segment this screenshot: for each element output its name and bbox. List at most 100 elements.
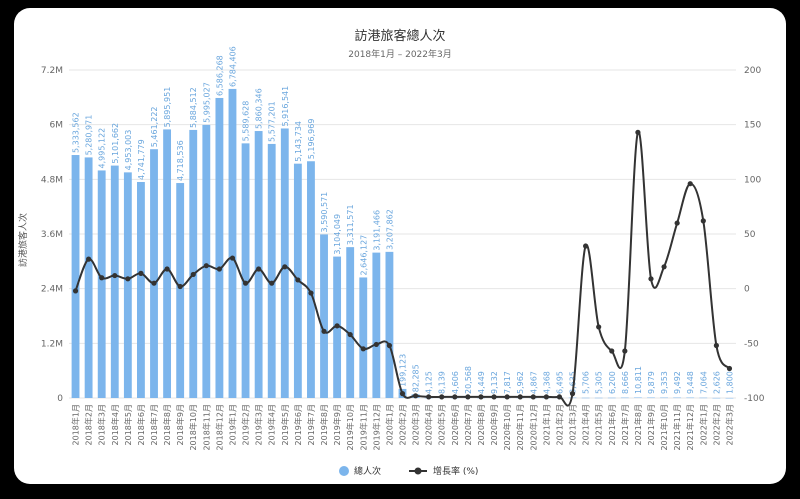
line-point[interactable] — [334, 323, 340, 329]
line-point[interactable] — [308, 290, 314, 296]
line-point[interactable] — [687, 181, 693, 187]
line-point[interactable] — [138, 270, 144, 276]
bar[interactable] — [725, 397, 734, 399]
bar[interactable] — [673, 397, 682, 399]
line-point[interactable] — [609, 348, 615, 354]
legend-bar-symbol[interactable] — [339, 466, 349, 476]
bar[interactable] — [686, 397, 695, 399]
bar[interactable] — [699, 397, 708, 399]
line-point[interactable] — [229, 255, 236, 261]
bar[interactable] — [110, 165, 119, 398]
line-point[interactable] — [216, 266, 223, 272]
line-point[interactable] — [700, 218, 706, 224]
bar[interactable] — [620, 397, 629, 399]
line-point[interactable] — [635, 129, 641, 135]
line-point[interactable] — [648, 276, 654, 282]
bar[interactable] — [241, 143, 250, 398]
bar-data-label: 4,125 — [425, 371, 434, 394]
line-point[interactable] — [504, 394, 510, 400]
line-point[interactable] — [426, 394, 432, 400]
bar[interactable] — [202, 124, 211, 398]
x-tick-label: 2021年1月 — [541, 404, 551, 445]
bar[interactable] — [215, 97, 224, 399]
line-point[interactable] — [661, 264, 667, 270]
bar[interactable] — [267, 143, 276, 398]
line-point[interactable] — [242, 280, 249, 286]
line-point[interactable] — [530, 394, 536, 400]
bar[interactable] — [254, 131, 263, 398]
legend-line-symbol[interactable] — [414, 467, 422, 475]
line-point[interactable] — [203, 263, 209, 269]
bar[interactable] — [307, 161, 315, 398]
bar-data-label: 4,718,536 — [176, 140, 185, 181]
bar[interactable] — [372, 252, 381, 398]
bar[interactable] — [359, 277, 368, 398]
line-point[interactable] — [412, 393, 419, 399]
bar[interactable] — [123, 172, 132, 398]
bar[interactable] — [647, 397, 655, 399]
bar[interactable] — [137, 181, 145, 398]
line-point[interactable] — [112, 272, 118, 279]
line-point[interactable] — [190, 271, 196, 278]
bar[interactable] — [712, 397, 721, 399]
line-point[interactable] — [151, 280, 157, 286]
growth-line — [74, 130, 731, 407]
line-point[interactable] — [582, 243, 589, 249]
line-point[interactable] — [177, 283, 183, 290]
line-point[interactable] — [373, 341, 379, 348]
line-point[interactable] — [386, 342, 393, 349]
bar[interactable] — [320, 234, 328, 398]
line-point[interactable] — [256, 266, 262, 272]
line-point[interactable] — [465, 394, 471, 400]
line-point[interactable] — [478, 394, 484, 400]
line-point[interactable] — [347, 331, 353, 338]
legend-bar-label[interactable]: 總人次 — [354, 465, 381, 477]
line-point[interactable] — [360, 346, 366, 352]
bar[interactable] — [176, 183, 185, 398]
line-point[interactable] — [295, 277, 301, 283]
line-point[interactable] — [269, 280, 275, 286]
x-tick-label: 2021年5月 — [594, 404, 604, 445]
bar[interactable] — [84, 157, 93, 398]
x-tick-label: 2019年10月 — [345, 404, 355, 451]
line-point[interactable] — [399, 391, 406, 397]
bar[interactable] — [581, 397, 590, 399]
line-point[interactable] — [282, 264, 288, 270]
bar[interactable] — [97, 170, 106, 398]
line-point[interactable] — [321, 328, 327, 334]
line-point[interactable] — [491, 394, 497, 400]
bar[interactable] — [594, 397, 603, 399]
line-point[interactable] — [674, 220, 680, 226]
line-point[interactable] — [72, 288, 79, 294]
bar[interactable] — [163, 129, 172, 398]
bar[interactable] — [385, 251, 394, 398]
line-point[interactable] — [452, 394, 458, 400]
line-point[interactable] — [517, 394, 523, 400]
bar[interactable] — [71, 155, 80, 398]
bar[interactable] — [660, 397, 668, 399]
x-tick-label: 2019年12月 — [371, 404, 381, 451]
bar[interactable] — [150, 149, 158, 398]
line-point[interactable] — [125, 276, 131, 282]
line-point[interactable] — [86, 256, 92, 262]
line-point[interactable] — [99, 275, 105, 281]
line-point[interactable] — [596, 324, 602, 330]
bar[interactable] — [189, 129, 198, 398]
line-point[interactable] — [713, 342, 719, 349]
bar[interactable] — [228, 88, 237, 398]
bar[interactable] — [280, 128, 289, 398]
bar[interactable] — [633, 397, 642, 399]
bar[interactable] — [607, 397, 616, 399]
y-right-tick-label: 50 — [744, 230, 756, 240]
legend-line-label[interactable]: 增長率 (%) — [433, 465, 478, 477]
line-point[interactable] — [622, 348, 628, 354]
line-point[interactable] — [543, 394, 549, 400]
line-point[interactable] — [726, 365, 733, 372]
legend[interactable]: 總人次 增長率 (%) — [339, 465, 478, 477]
line-point[interactable] — [164, 266, 170, 272]
line-point[interactable] — [439, 394, 445, 400]
bar[interactable] — [346, 247, 355, 398]
y-axis-right-ticks: -100 -50 0 50 100 150 200 — [744, 66, 765, 404]
line-point[interactable] — [569, 391, 576, 397]
line-point[interactable] — [556, 394, 563, 400]
